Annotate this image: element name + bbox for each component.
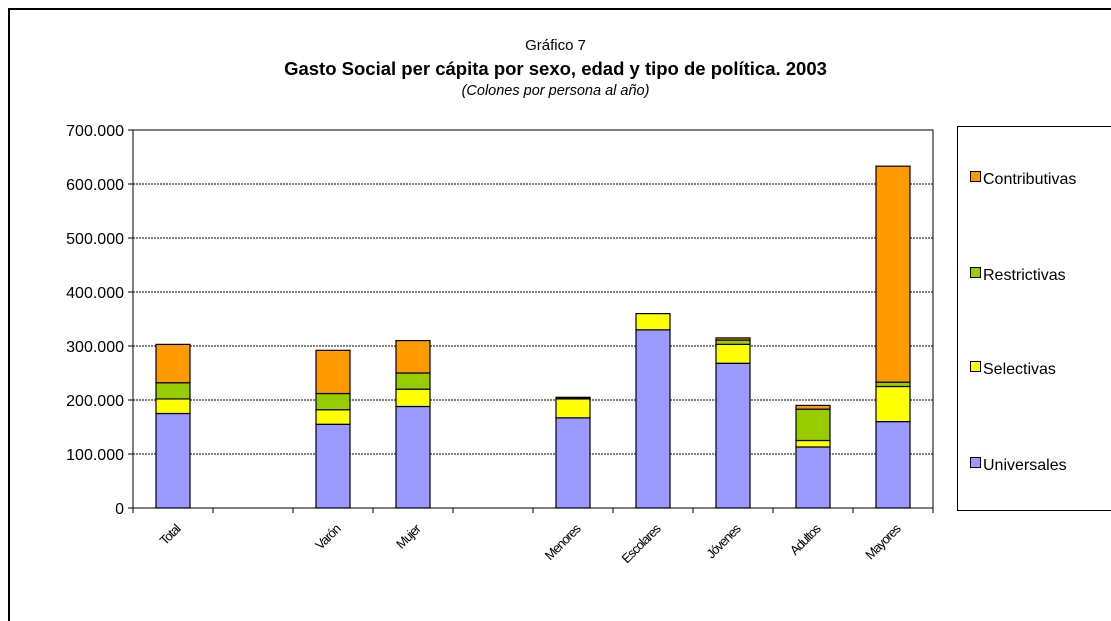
bar-total-selectivas — [155, 398, 191, 415]
x-tick-label-8: Adultos — [787, 520, 824, 557]
y-tick-label-7: 700.000 — [66, 123, 124, 140]
bar-jóvenes-contributivas — [715, 337, 751, 341]
chart-subtitle: (Colones por persona al año) — [461, 83, 650, 99]
y-tick-label-3: 300.000 — [66, 339, 124, 356]
bar-adultos-restrictivas — [795, 408, 831, 442]
legend: Contributivas Restrictivas Selectivas Un… — [957, 126, 1111, 511]
bar-mayores-universales — [875, 421, 911, 509]
y-tick-label-1: 100.000 — [66, 447, 124, 464]
chart-pretitle: Gráfico 7 — [525, 37, 586, 54]
legend-item-universales: Universales — [970, 457, 1067, 475]
legend-label-contributivas: Contributivas — [983, 171, 1077, 188]
legend-label-universales: Universales — [983, 457, 1067, 474]
bar-mayores-contributivas — [875, 165, 911, 383]
bar-menores-selectivas — [555, 398, 591, 419]
bar-total-restrictivas — [155, 382, 191, 400]
legend-item-selectivas: Selectivas — [970, 361, 1056, 379]
legend-swatch-restrictivas — [970, 267, 981, 278]
chart-frame — [8, 8, 1111, 621]
bar-varón-restrictivas — [315, 392, 351, 411]
bar-adultos-universales — [795, 446, 831, 509]
bar-jóvenes-universales — [715, 362, 751, 509]
x-tick-label-9: Mayores — [862, 520, 904, 562]
legend-swatch-universales — [970, 457, 981, 468]
bar-mujer-selectivas — [395, 388, 431, 408]
bar-escolares-selectivas — [635, 313, 671, 331]
y-tick-label-5: 500.000 — [66, 231, 124, 248]
legend-swatch-contributivas — [970, 171, 981, 182]
bar-menores-universales — [555, 417, 591, 509]
bar-varón-selectivas — [315, 409, 351, 425]
x-tick-label-6: Escolares — [619, 520, 665, 566]
y-tick-label-6: 600.000 — [66, 177, 124, 194]
x-tick-label-3: Mujer — [393, 520, 424, 551]
x-tick-label-2: Varón — [312, 521, 343, 552]
bar-mayores-selectivas — [875, 385, 911, 423]
x-tick-label-5: Menores — [542, 520, 584, 562]
y-tick-label-2: 200.000 — [66, 393, 124, 410]
x-tick-label-0: Total — [157, 521, 184, 548]
chart-title: Gasto Social per cápita por sexo, edad y… — [284, 58, 827, 79]
legend-label-restrictivas: Restrictivas — [983, 267, 1066, 284]
bar-varón-universales — [315, 423, 351, 509]
bar-adultos-selectivas — [795, 439, 831, 448]
bar-mujer-contributivas — [395, 340, 431, 374]
bar-mayores-restrictivas — [875, 381, 911, 388]
bar-menores-contributivas — [555, 396, 591, 399]
legend-item-contributivas: Contributivas — [970, 171, 1076, 189]
bar-jóvenes-selectivas — [715, 343, 751, 364]
bar-adultos-contributivas — [795, 404, 831, 410]
legend-label-selectivas: Selectivas — [983, 361, 1056, 378]
x-tick-label-7: Jóvenes — [703, 520, 744, 561]
bar-mujer-universales — [395, 405, 431, 509]
bar-escolares-universales — [635, 329, 671, 509]
bar-total-contributivas — [155, 343, 191, 384]
y-tick-label-0: 0 — [115, 501, 124, 518]
legend-item-restrictivas: Restrictivas — [970, 267, 1066, 285]
bar-jóvenes-restrictivas — [715, 339, 751, 345]
legend-swatch-selectivas — [970, 361, 981, 372]
bar-varón-contributivas — [315, 349, 351, 395]
bar-total-universales — [155, 412, 191, 509]
bar-mujer-restrictivas — [395, 372, 431, 390]
y-tick-label-4: 400.000 — [66, 285, 124, 302]
